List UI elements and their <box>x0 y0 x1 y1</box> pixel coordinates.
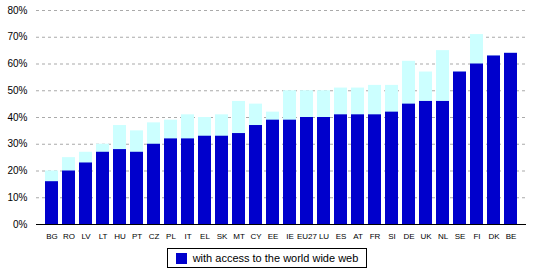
svg-text:ES: ES <box>336 232 347 241</box>
svg-text:LT: LT <box>99 232 108 241</box>
svg-text:CZ: CZ <box>149 232 160 241</box>
svg-text:50%: 50% <box>7 85 27 96</box>
svg-text:PT: PT <box>132 232 142 241</box>
svg-text:SE: SE <box>455 232 466 241</box>
svg-text:10%: 10% <box>7 192 27 203</box>
svg-text:DE: DE <box>403 232 414 241</box>
svg-text:80%: 80% <box>7 5 27 16</box>
svg-text:30%: 30% <box>7 138 27 149</box>
svg-text:BG: BG <box>46 232 58 241</box>
svg-text:DK: DK <box>488 232 500 241</box>
svg-text:FR: FR <box>370 232 381 241</box>
svg-text:60%: 60% <box>7 58 27 69</box>
svg-text:AT: AT <box>353 232 363 241</box>
svg-text:SK: SK <box>217 232 228 241</box>
svg-text:70%: 70% <box>7 31 27 42</box>
svg-text:0%: 0% <box>13 219 28 230</box>
svg-text:LU: LU <box>319 232 329 241</box>
svg-text:IE: IE <box>286 232 294 241</box>
svg-text:40%: 40% <box>7 112 27 123</box>
svg-text:LV: LV <box>81 232 91 241</box>
svg-text:BE: BE <box>506 232 517 241</box>
svg-text:NL: NL <box>438 232 449 241</box>
svg-text:RO: RO <box>63 232 75 241</box>
svg-text:EU27: EU27 <box>297 232 318 241</box>
svg-text:EE: EE <box>268 232 279 241</box>
svg-text:UK: UK <box>420 232 432 241</box>
svg-text:SI: SI <box>388 232 396 241</box>
svg-text:PL: PL <box>166 232 176 241</box>
svg-text:FI: FI <box>473 232 480 241</box>
svg-text:20%: 20% <box>7 165 27 176</box>
svg-text:IT: IT <box>184 232 191 241</box>
svg-text:HU: HU <box>114 232 126 241</box>
svg-text:EL: EL <box>200 232 210 241</box>
html-text:with access to the world wide: with access to the world wide web <box>192 252 359 264</box>
svg-text:MT: MT <box>233 232 245 241</box>
svg-text:CY: CY <box>250 232 262 241</box>
